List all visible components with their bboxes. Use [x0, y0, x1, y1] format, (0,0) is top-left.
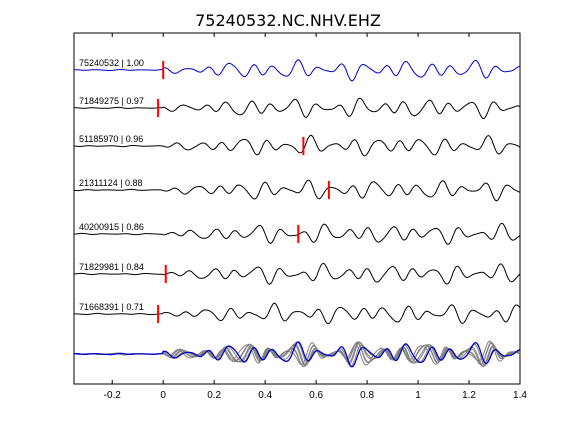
trace-line — [73, 179, 521, 202]
x-tick-label: 1.4 — [513, 390, 527, 401]
trace-line — [73, 134, 521, 157]
trace-21311124: 21311124 | 0.88 — [73, 178, 521, 202]
trace-line — [73, 97, 521, 120]
traces-layer: 75240532 | 1.00 71849275 | 0.97 51185970 |… — [73, 58, 521, 325]
trace-40200915: 40200915 | 0.86 — [74, 222, 521, 245]
trace-label: 71849275 | 0.97 — [79, 96, 144, 106]
x-tick-label: 0 — [160, 390, 166, 401]
x-tick-label: 0.4 — [258, 390, 272, 401]
stack-overlay — [73, 340, 521, 368]
x-tick-label: -0.2 — [104, 390, 122, 401]
trace-51185970: 51185970 | 0.96 — [73, 134, 521, 157]
trace-71829981: 71829981 | 0.84 — [73, 262, 521, 285]
x-tick-label: 0.2 — [207, 390, 221, 401]
trace-line — [74, 302, 521, 325]
trace-label: 21311124 | 0.88 — [79, 178, 143, 188]
trace-75240532: 75240532 | 1.00 — [73, 58, 520, 82]
trace-label: 71829981 | 0.84 — [79, 262, 144, 272]
chart-title: 75240532.NC.NHV.EHZ — [195, 11, 381, 30]
trace-label: 75240532 | 1.00 — [79, 58, 144, 68]
trace-line — [73, 59, 520, 82]
x-tick-label: 1.2 — [462, 390, 476, 401]
trace-line — [74, 222, 521, 245]
x-tick-label: 1 — [415, 390, 421, 401]
trace-label: 40200915 | 0.86 — [79, 222, 144, 232]
trace-71849275: 71849275 | 0.97 — [73, 96, 521, 120]
stack-reference-trace — [73, 341, 521, 368]
x-tick-label: 0.6 — [309, 390, 323, 401]
trace-label: 71668391 | 0.71 — [79, 302, 144, 312]
trace-71668391: 71668391 | 0.71 — [74, 302, 521, 325]
x-tick-label: 0.8 — [360, 390, 374, 401]
trace-label: 51185970 | 0.96 — [79, 134, 143, 144]
x-axis-ticks: -0.2 0 0.2 0.4 0.6 0.8 1 1.2 1.4 — [104, 33, 527, 401]
trace-line — [73, 262, 521, 285]
plot-frame — [73, 32, 521, 385]
